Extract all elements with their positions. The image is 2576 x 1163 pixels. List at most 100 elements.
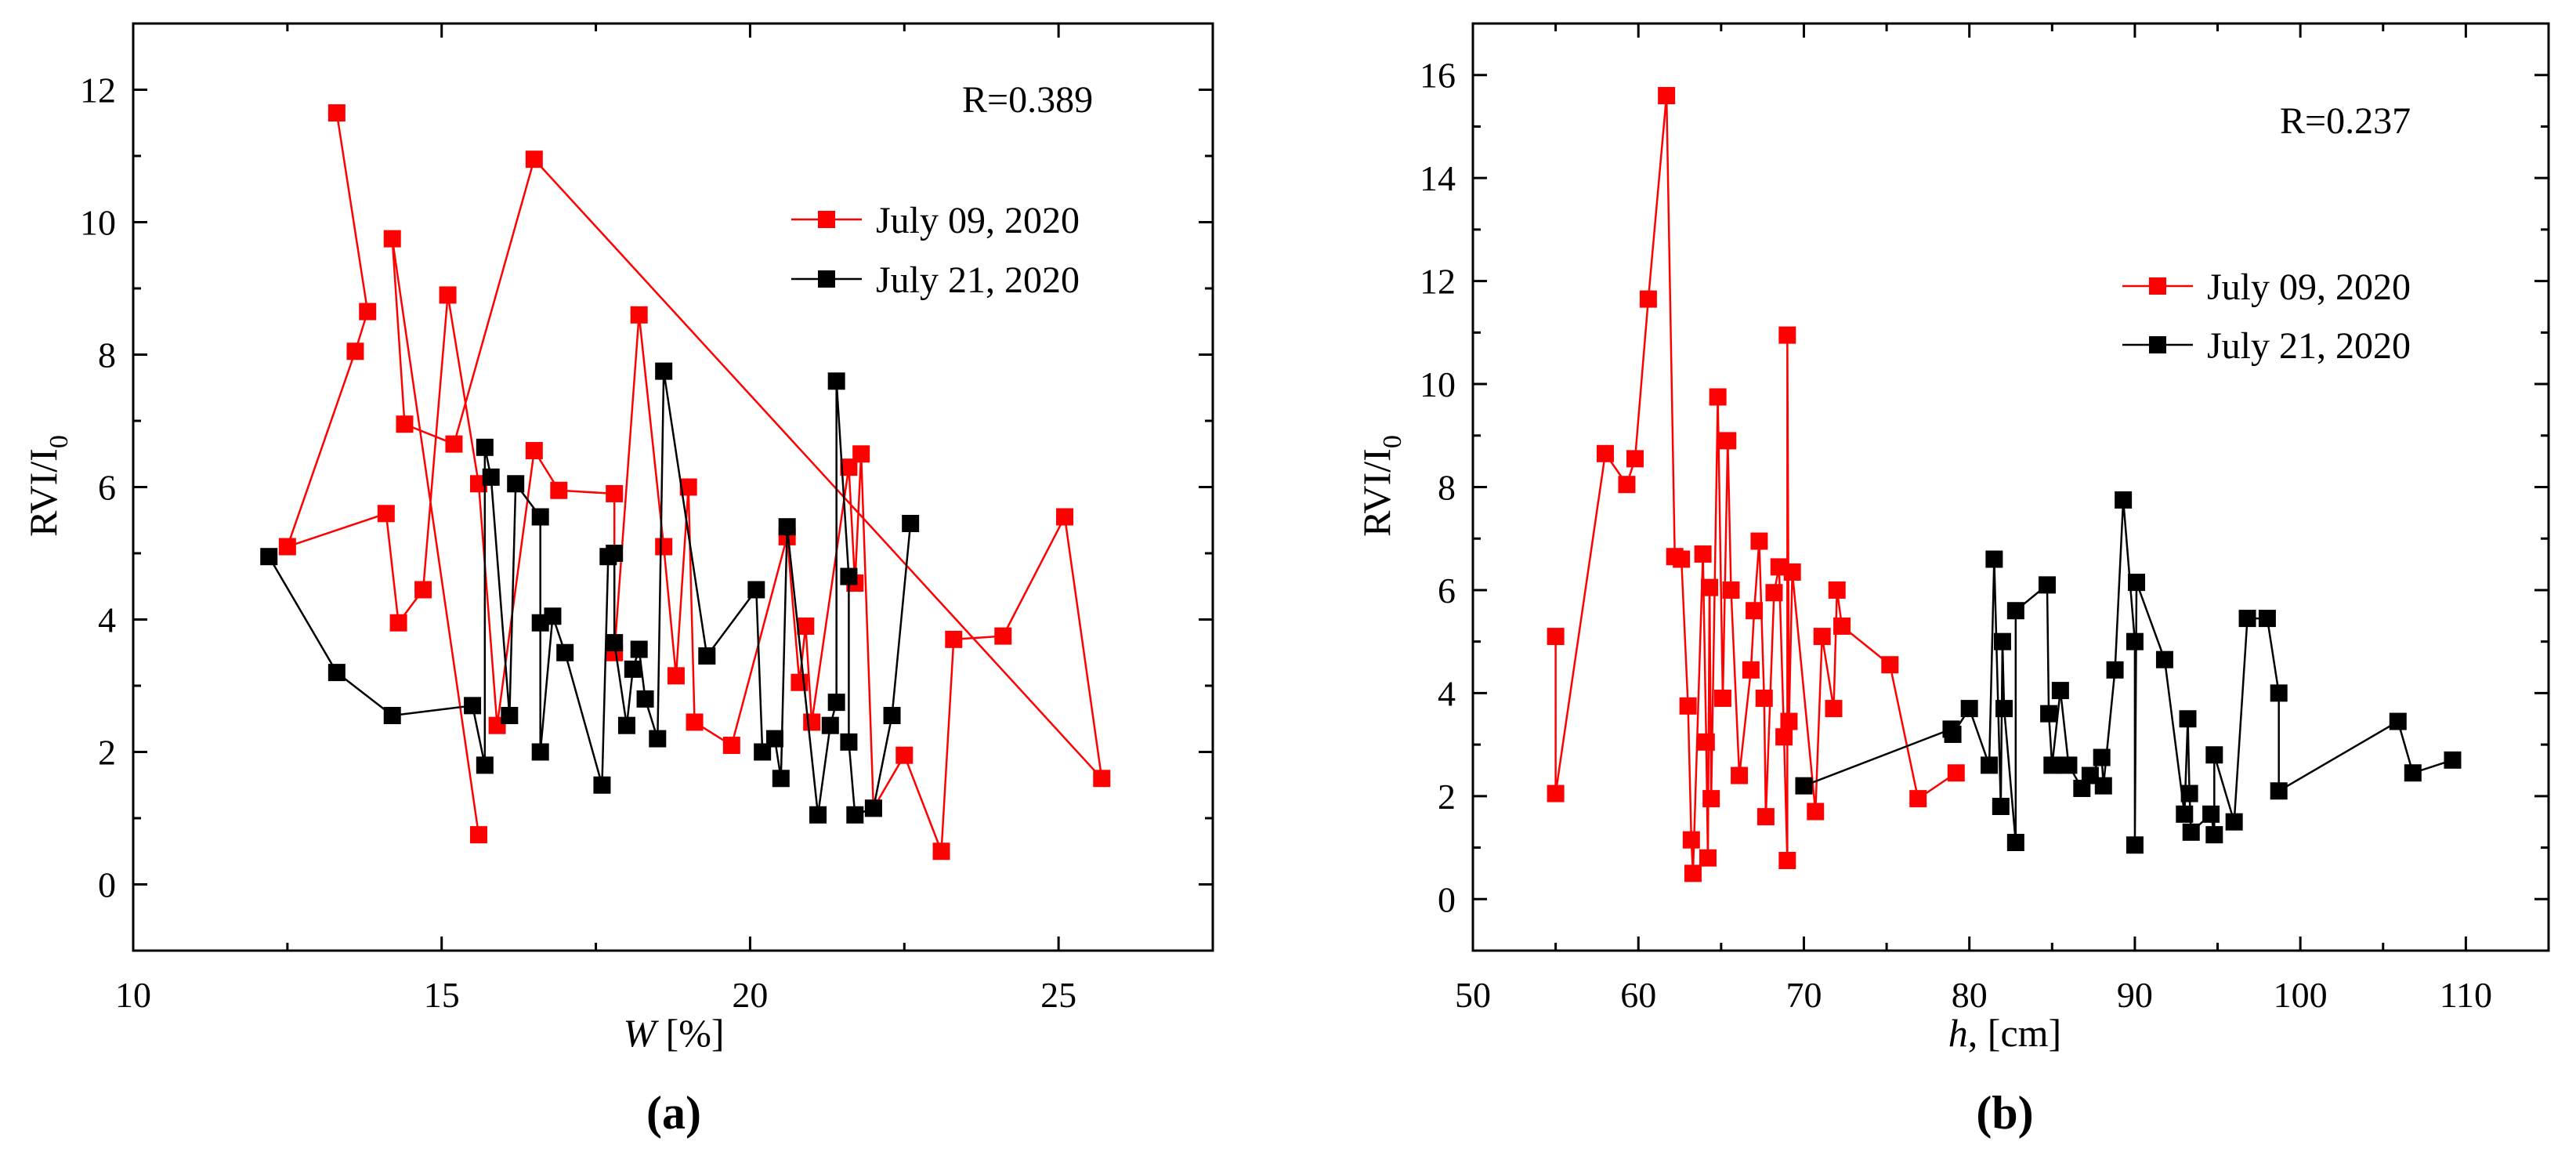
data-point-july-21 [2106, 661, 2124, 679]
data-point-july-21 [698, 647, 716, 665]
data-point-july-21 [2038, 576, 2056, 594]
data-point-july-21 [655, 362, 673, 380]
data-point-july-09 [1909, 790, 1927, 808]
data-point-july-09 [445, 435, 463, 453]
data-point-july-21 [260, 548, 278, 566]
data-point-july-21 [2225, 813, 2243, 831]
data-point-july-21 [2128, 574, 2146, 592]
x-tick-label: 100 [2274, 975, 2328, 1015]
data-point-july-09 [439, 286, 457, 304]
data-point-july-21 [846, 806, 864, 824]
data-point-july-09 [1778, 326, 1796, 344]
data-point-july-09 [803, 713, 821, 731]
series-line-july-09 [1554, 95, 1957, 874]
data-point-july-21 [821, 716, 839, 734]
data-point-july-21 [2270, 684, 2288, 702]
data-point-july-21 [617, 716, 635, 734]
y-tick-label: 2 [98, 733, 116, 773]
data-point-july-21 [827, 694, 845, 712]
y-tick-label: 12 [80, 71, 116, 111]
y-tick-label: 8 [1438, 468, 1456, 508]
data-point-july-09 [1547, 784, 1565, 803]
data-point-july-09 [1881, 656, 1899, 674]
data-point-july-09 [1682, 831, 1700, 849]
legend-marker [2149, 277, 2166, 295]
data-point-july-09 [679, 478, 697, 496]
data-point-july-09 [686, 713, 704, 731]
legend-label: July 21, 2020 [876, 259, 1080, 301]
y-tick-label: 4 [98, 600, 116, 640]
data-point-july-09 [606, 484, 624, 502]
data-point-july-21 [2205, 826, 2223, 844]
y-tick-label: 10 [1420, 364, 1456, 404]
data-point-july-09 [525, 442, 543, 460]
data-point-july-21 [383, 707, 401, 725]
data-point-july-21 [507, 475, 525, 493]
data-point-july-21 [778, 518, 796, 536]
data-point-july-21 [1960, 700, 1978, 718]
data-point-july-09 [1813, 628, 1831, 646]
data-point-july-09 [630, 306, 648, 324]
x-axis-label: h, [cm] [1948, 1011, 2061, 1055]
data-point-july-21 [754, 743, 772, 761]
x-tick-label: 50 [1455, 975, 1491, 1015]
y-tick-label: 8 [98, 335, 116, 375]
data-point-july-21 [464, 697, 482, 715]
y-axis-label: RVI/I0 [1355, 435, 1407, 537]
data-point-july-21 [476, 756, 494, 774]
y-tick-label: 14 [1420, 158, 1456, 198]
data-point-july-09 [1719, 432, 1737, 450]
data-point-july-21 [501, 707, 519, 725]
data-point-july-09 [655, 538, 673, 556]
data-point-july-21 [840, 567, 858, 585]
data-point-july-21 [1981, 756, 1999, 774]
data-point-july-21 [2043, 756, 2061, 774]
plot-frame [132, 22, 1214, 952]
data-point-july-21 [2040, 705, 2058, 723]
data-point-july-21 [476, 438, 494, 456]
data-point-july-21 [2258, 610, 2276, 628]
data-point-july-21 [864, 799, 882, 817]
chart-panel-a: 10 15 20 25 0 2 4 6 8 10 12 R=0.389 July 09, 2020 Jul… [21, 22, 1214, 1139]
data-point-july-09 [1697, 733, 1715, 751]
data-point-july-21 [2115, 491, 2133, 509]
y-tick-label: 4 [1438, 673, 1456, 713]
data-point-july-09 [1947, 764, 1965, 782]
data-point-july-09 [945, 630, 963, 648]
x-tick-label: 10 [115, 975, 151, 1015]
data-point-july-09 [797, 617, 815, 635]
data-point-july-09 [1702, 790, 1720, 808]
y-tick-label: 0 [98, 865, 116, 905]
data-point-july-09 [1833, 617, 1851, 635]
data-point-july-21 [2182, 823, 2200, 841]
data-point-july-21 [593, 776, 611, 794]
data-point-july-21 [1944, 725, 1962, 743]
data-point-july-21 [556, 643, 574, 661]
data-point-july-09 [550, 481, 568, 499]
data-point-july-09 [383, 230, 401, 248]
legend-label: July 09, 2020 [2207, 266, 2411, 308]
data-point-july-21 [2176, 805, 2194, 823]
data-point-july-09 [1673, 550, 1691, 568]
x-axis-label-variable: h [1948, 1011, 1968, 1055]
data-point-july-09 [389, 614, 407, 632]
data-point-july-21 [2006, 833, 2024, 851]
x-tick-label: 20 [732, 975, 768, 1015]
x-axis-label-variable: W [623, 1011, 659, 1055]
x-tick-label: 70 [1785, 975, 1822, 1015]
legend-label: July 09, 2020 [876, 200, 1080, 241]
data-point-july-09 [1618, 476, 1636, 494]
y-tick-label: 16 [1420, 56, 1456, 96]
data-point-july-21 [2060, 756, 2078, 774]
data-point-july-21 [531, 743, 549, 761]
data-point-july-09 [1731, 766, 1749, 784]
data-point-july-21 [2126, 836, 2144, 854]
data-point-july-09 [1056, 508, 1074, 526]
data-point-july-09 [1626, 450, 1644, 468]
data-point-july-21 [630, 640, 648, 658]
panel-label: (b) [1976, 1087, 2033, 1139]
data-point-july-21 [2270, 782, 2288, 800]
legend-marker [2149, 336, 2166, 353]
data-point-july-21 [2051, 682, 2069, 700]
chart-a-svg: 10 15 20 25 0 2 4 6 8 10 12 R=0.389 July 09, 2020 Jul… [21, 22, 1214, 1139]
